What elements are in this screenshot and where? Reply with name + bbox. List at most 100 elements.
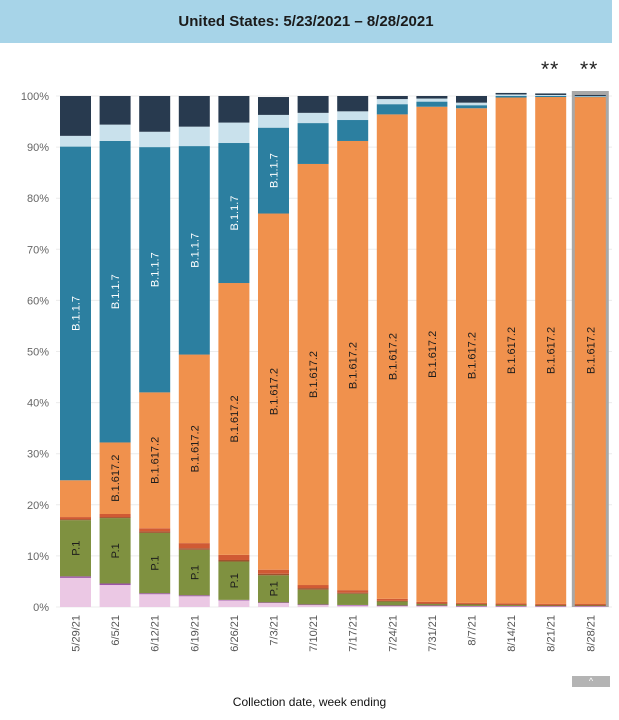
bar-segment	[337, 604, 369, 606]
stacked-bar-chart: 0% 10% 20% 30% 40% 50% 60% 70% 80% 90% 100% P.1 B.1.…	[21, 91, 612, 652]
x-tick-label: 6/12/21	[150, 615, 162, 652]
bar-segment	[574, 96, 606, 97]
x-tick-label: 7/24/21	[387, 615, 399, 652]
bar-segment	[376, 598, 408, 601]
bar-segment	[376, 605, 408, 607]
x-tick-label: 8/28/21	[585, 615, 597, 652]
bar-segment	[60, 480, 91, 518]
bar-segment	[218, 554, 250, 560]
bar-segment	[99, 442, 131, 514]
bar-segment	[139, 531, 171, 533]
data-label: B.1.1.7	[189, 233, 201, 268]
bar-segment	[139, 528, 171, 532]
bar-segment	[574, 94, 606, 96]
bar-segment	[218, 600, 250, 607]
bar-segment	[337, 590, 369, 593]
bar-segment	[139, 593, 171, 595]
y-tick-label: 30%	[27, 449, 49, 461]
bar-segment	[495, 94, 527, 96]
data-label: B.1.617.2	[150, 437, 162, 484]
data-label: P.1	[229, 573, 241, 588]
bar-segment	[297, 585, 329, 589]
data-label: B.1.617.2	[467, 332, 479, 379]
bar-segment	[218, 96, 250, 123]
bar-segment	[535, 604, 567, 606]
bar-segment	[99, 585, 131, 607]
data-label: B.1.617.2	[427, 331, 439, 378]
data-label: P.1	[71, 541, 83, 556]
bar-segment	[258, 573, 289, 576]
data-label: B.1.617.2	[189, 425, 201, 472]
y-tick-label: 90%	[27, 142, 49, 154]
bar-segment	[139, 532, 171, 594]
bar-segment	[297, 589, 329, 605]
bar-segment	[574, 606, 606, 608]
bar-segment	[535, 606, 567, 608]
bar-segment	[495, 92, 527, 95]
bar-segment	[535, 97, 567, 604]
data-label: B.1.617.2	[308, 351, 320, 398]
bar-segment	[574, 605, 606, 607]
bar-segment	[337, 96, 369, 112]
bar-segment	[99, 513, 131, 518]
bar-segment	[60, 96, 91, 136]
bar-segment	[178, 146, 210, 355]
bar-segment	[258, 97, 289, 115]
bar-segment	[297, 604, 329, 606]
bar-segment	[574, 97, 606, 604]
bar-segment	[337, 111, 369, 121]
bar-segment	[535, 94, 567, 96]
bar-segment	[337, 592, 369, 594]
y-tick-label: 70%	[27, 244, 49, 256]
x-tick-label: 7/17/21	[348, 615, 360, 652]
y-tick-label: 10%	[27, 551, 49, 563]
bar-segment	[376, 104, 408, 115]
bar-segment	[416, 605, 448, 607]
bar-segment	[258, 213, 289, 570]
bar-segment	[218, 599, 250, 601]
bar-segment	[495, 603, 527, 605]
bar-segment	[297, 604, 329, 607]
bar-segment	[495, 97, 527, 604]
bar-segment	[60, 520, 91, 577]
data-label: B.1.1.7	[71, 296, 83, 331]
bar-segment	[535, 603, 567, 605]
chart-header: United States: 5/23/2021 – 8/28/2021	[0, 0, 612, 43]
scroll-up-button[interactable]: ^	[572, 676, 610, 687]
bar-segment	[258, 114, 289, 128]
data-label: B.1.1.7	[110, 274, 122, 309]
bar-segment	[495, 605, 527, 607]
data-label: B.1.617.2	[269, 368, 281, 415]
bar-segment	[456, 602, 487, 604]
data-label: P.1	[150, 556, 162, 571]
x-tick-label: 6/26/21	[229, 615, 241, 652]
x-tick-label: 7/3/21	[269, 615, 281, 646]
y-tick-label: 60%	[27, 295, 49, 307]
data-label: B.1.617.2	[506, 327, 518, 374]
bar-segment	[139, 594, 171, 607]
bar-segment	[297, 96, 329, 113]
bar-segment	[416, 106, 448, 602]
bar-segment	[416, 98, 448, 102]
x-tick-label: 6/5/21	[110, 615, 122, 646]
bar-segment	[178, 548, 210, 550]
bar-segment	[456, 606, 487, 608]
bar-segment	[178, 549, 210, 596]
y-tick-label: 100%	[21, 91, 49, 103]
bar-segment	[416, 605, 448, 607]
data-label: P.1	[189, 565, 201, 580]
bar-segment	[99, 96, 131, 125]
bar-segment	[495, 96, 527, 98]
bar-segment	[416, 601, 448, 604]
bar-segment	[258, 602, 289, 607]
bar-segment	[456, 108, 487, 603]
data-label: B.1.1.7	[150, 252, 162, 287]
bar-segment	[416, 96, 448, 99]
bar-segment	[574, 604, 606, 606]
bar-segment	[337, 593, 369, 605]
bar-segment	[178, 354, 210, 544]
chart-title: United States: 5/23/2021 – 8/28/2021	[178, 13, 434, 30]
bar-segment	[258, 602, 289, 604]
bar-segment	[337, 120, 369, 141]
bar-segment	[139, 96, 171, 132]
